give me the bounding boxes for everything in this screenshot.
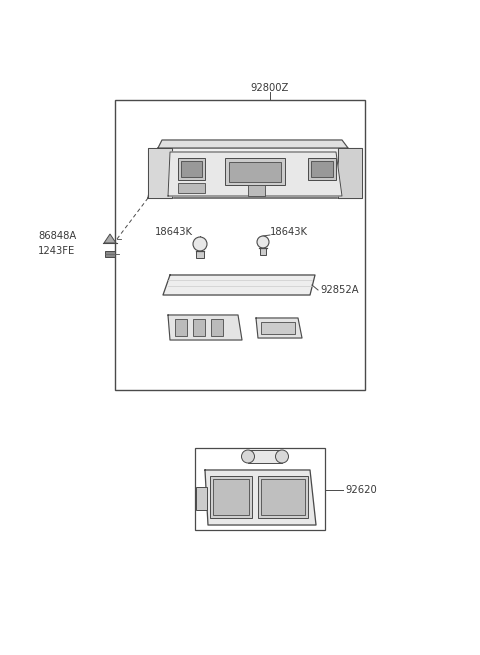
Bar [229, 162, 281, 182]
Circle shape [276, 450, 288, 463]
Text: 18643K: 18643K [270, 227, 308, 237]
Polygon shape [205, 470, 316, 525]
Circle shape [241, 450, 254, 463]
Bar [258, 476, 308, 518]
Polygon shape [148, 148, 172, 198]
Circle shape [193, 237, 207, 251]
Bar [211, 319, 223, 336]
Bar [181, 161, 202, 177]
Circle shape [257, 236, 269, 248]
Bar [248, 450, 282, 463]
Bar [105, 251, 115, 257]
Polygon shape [168, 315, 242, 340]
Text: 92800Z: 92800Z [251, 83, 289, 93]
Polygon shape [168, 152, 342, 196]
Polygon shape [158, 140, 348, 148]
Text: 86848A: 86848A [38, 231, 76, 241]
Polygon shape [148, 148, 362, 198]
Bar [248, 185, 265, 196]
Bar [175, 319, 187, 336]
Text: 1243FE: 1243FE [38, 246, 75, 256]
Bar [261, 479, 305, 515]
Polygon shape [163, 275, 315, 295]
Bar [311, 161, 333, 177]
Bar [193, 319, 205, 336]
Bar [261, 322, 295, 334]
Bar [178, 183, 205, 193]
Bar [196, 251, 204, 258]
Bar [308, 158, 336, 180]
Bar [196, 487, 207, 510]
Text: 92852A: 92852A [320, 285, 359, 295]
Polygon shape [104, 234, 116, 243]
Bar [225, 158, 285, 185]
Bar [195, 448, 325, 530]
Bar [210, 476, 252, 518]
Text: 18643K: 18643K [155, 227, 193, 237]
Polygon shape [338, 148, 362, 198]
Text: 92620: 92620 [345, 485, 377, 495]
Bar [213, 479, 249, 515]
Bar [115, 100, 365, 390]
Bar [260, 248, 266, 255]
Polygon shape [256, 318, 302, 338]
Bar [178, 158, 205, 180]
